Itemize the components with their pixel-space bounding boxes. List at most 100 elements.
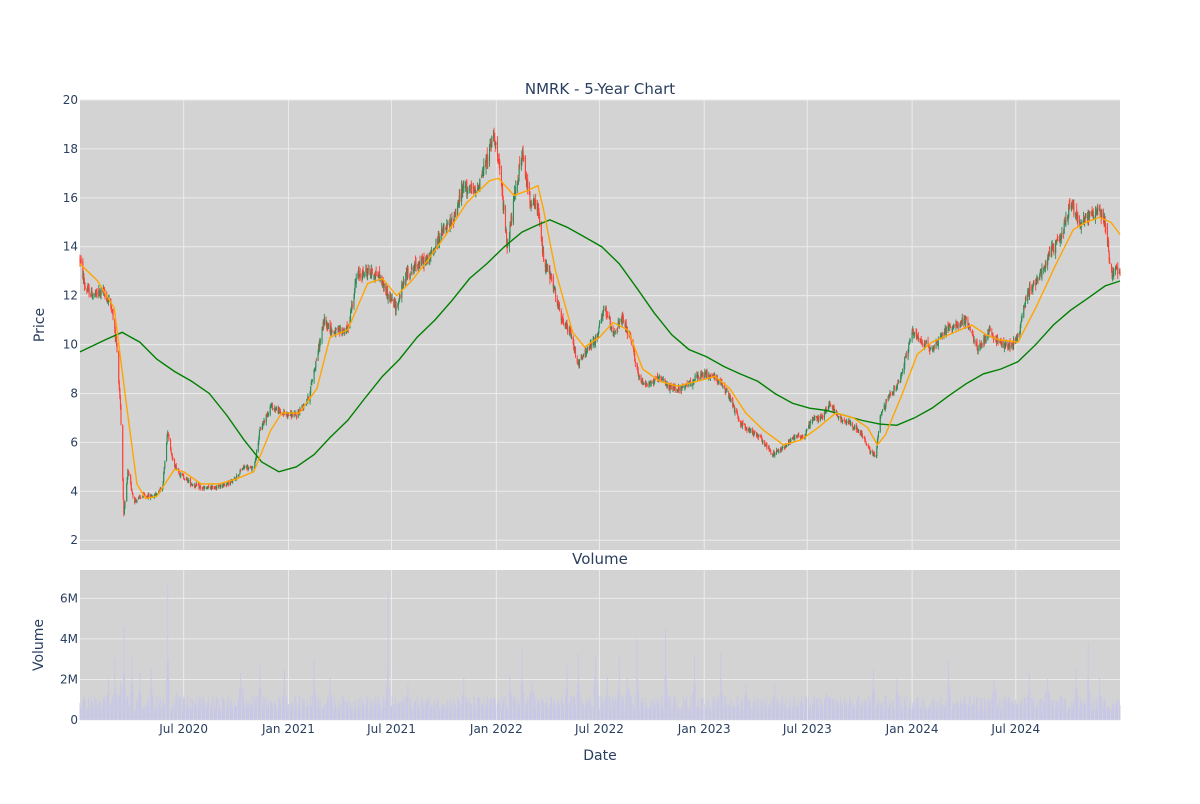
volume-bar bbox=[899, 695, 901, 720]
candle-body bbox=[390, 296, 392, 302]
candle-body bbox=[541, 240, 543, 242]
candle-body bbox=[577, 363, 579, 365]
candle-body bbox=[492, 130, 495, 138]
candle-body bbox=[1113, 269, 1115, 278]
candle-body bbox=[148, 494, 150, 498]
candle-body bbox=[840, 417, 842, 421]
candle-body bbox=[190, 484, 192, 486]
candle-body bbox=[545, 268, 547, 270]
candle-body bbox=[681, 386, 683, 391]
candle-body bbox=[772, 454, 774, 456]
candle-body bbox=[490, 141, 492, 143]
candle-body bbox=[797, 434, 799, 436]
volume-bar bbox=[721, 691, 723, 720]
volume-bar bbox=[652, 699, 654, 720]
volume-bar bbox=[854, 704, 856, 720]
candle-body bbox=[229, 481, 231, 486]
candle-body bbox=[359, 273, 361, 278]
volume-bar bbox=[1013, 706, 1014, 720]
candle-body bbox=[409, 274, 411, 276]
volume-bar bbox=[481, 702, 482, 720]
volume-bar bbox=[601, 705, 603, 720]
volume-bar bbox=[560, 701, 562, 720]
candle-body bbox=[363, 271, 365, 276]
volume-bar bbox=[190, 697, 191, 720]
volume-bar bbox=[1107, 706, 1109, 720]
volume-bar bbox=[1027, 696, 1029, 720]
volume-bar bbox=[581, 704, 583, 720]
volume-bar bbox=[949, 692, 951, 720]
candle-body bbox=[1032, 286, 1034, 290]
candle-body bbox=[1082, 217, 1085, 223]
candle-body bbox=[965, 317, 967, 320]
volume-bar bbox=[255, 708, 257, 720]
candle-body bbox=[1027, 291, 1029, 301]
candle-body bbox=[474, 187, 476, 192]
volume-bar bbox=[874, 694, 875, 720]
volume-bar bbox=[325, 705, 327, 720]
volume-bar bbox=[825, 696, 827, 720]
volume-bar bbox=[445, 709, 447, 720]
candle-body bbox=[331, 330, 333, 332]
candle-body bbox=[704, 371, 706, 374]
volume-bar bbox=[139, 690, 141, 720]
candle-body bbox=[1025, 295, 1027, 300]
volume-bar bbox=[1019, 703, 1021, 720]
volume-bar bbox=[608, 696, 610, 720]
candle-body bbox=[1063, 223, 1065, 234]
volume-bar bbox=[630, 696, 632, 720]
candle-body bbox=[730, 398, 732, 402]
candle-body bbox=[462, 181, 464, 186]
candle-body bbox=[271, 404, 273, 406]
candle-body bbox=[355, 277, 357, 285]
volume-bar bbox=[1084, 702, 1086, 720]
volume-bar bbox=[875, 708, 877, 720]
candle-body bbox=[873, 452, 876, 456]
candle-body bbox=[662, 379, 664, 381]
candle-body bbox=[624, 324, 626, 328]
volume-bar bbox=[455, 707, 457, 720]
candle-body bbox=[664, 382, 667, 386]
volume-bar bbox=[697, 704, 699, 720]
candle-body bbox=[236, 475, 238, 480]
volume-bar bbox=[736, 706, 738, 720]
volume-bar bbox=[921, 699, 923, 720]
volume-bar bbox=[549, 696, 551, 720]
volume-bar bbox=[555, 707, 557, 720]
candle-body bbox=[171, 453, 173, 456]
volume-bar bbox=[777, 699, 779, 720]
volume-bar bbox=[409, 697, 411, 720]
volume-bar bbox=[1003, 709, 1005, 720]
volume-bar bbox=[829, 696, 830, 720]
candle-body bbox=[1095, 210, 1097, 215]
volume-bar bbox=[590, 704, 592, 720]
candle-body bbox=[556, 298, 558, 303]
candle-body bbox=[652, 381, 654, 384]
candle-body bbox=[634, 361, 636, 364]
volume-bar bbox=[155, 695, 157, 720]
volume-bar bbox=[940, 696, 942, 720]
volume-bar bbox=[191, 700, 193, 720]
candle-body bbox=[116, 343, 118, 352]
volume-bar bbox=[892, 705, 894, 720]
candle-body bbox=[1009, 341, 1011, 348]
candle-body bbox=[570, 336, 573, 339]
candle-body bbox=[1043, 267, 1045, 269]
volume-bar bbox=[983, 710, 985, 720]
candle-body bbox=[510, 215, 512, 226]
volume-bar bbox=[563, 704, 564, 720]
volume-bar bbox=[548, 706, 550, 720]
volume-bar bbox=[1065, 700, 1067, 720]
candle-body bbox=[917, 334, 919, 338]
volume-bar bbox=[183, 699, 185, 720]
candle-body bbox=[422, 257, 424, 264]
volume-bar bbox=[465, 696, 467, 720]
volume-bar bbox=[753, 697, 755, 720]
candle-body bbox=[959, 324, 961, 327]
candle-body bbox=[825, 407, 827, 412]
candle-body bbox=[253, 467, 255, 469]
candle-body bbox=[479, 178, 481, 188]
candle-body bbox=[387, 294, 389, 300]
volume-bar bbox=[286, 697, 288, 720]
volume-bar bbox=[276, 710, 277, 720]
